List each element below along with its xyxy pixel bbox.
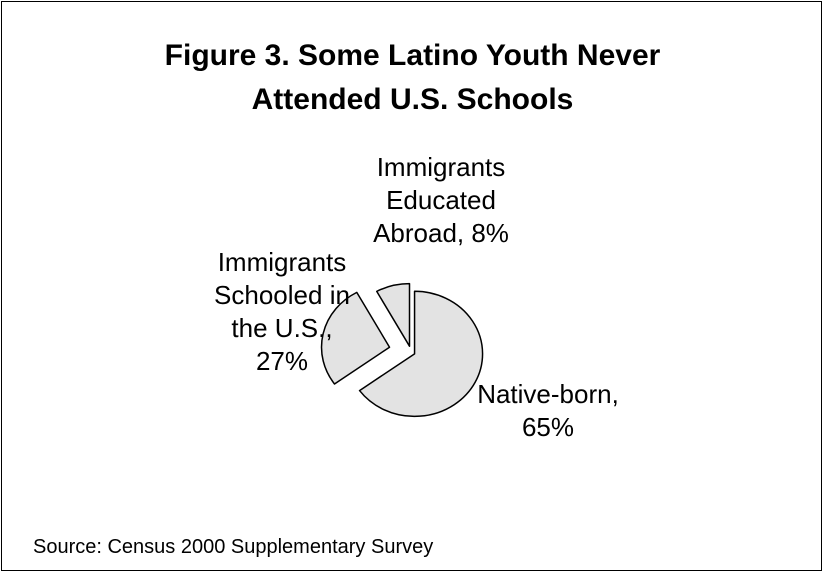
pie-slice-3 [375,282,411,347]
slice-label-3-line-2: Educated [386,185,496,215]
chart-title: Figure 3. Some Latino Youth Never Attend… [0,34,825,122]
slice-label-2-line-3: the U.S., [231,313,332,343]
slice-label-1-line-2: 65% [522,412,574,442]
slice-label-3: Immigrants Educated Abroad, 8% [373,152,509,248]
slice-label-3-line-1: Immigrants [377,152,506,182]
slice-label-2-line-4: 27% [256,346,308,376]
slice-label-1-line-1: Native-born, [477,379,619,409]
pie-slice-2 [320,291,391,385]
slice-label-2-line-2: Schooled in [214,280,350,310]
source-note: Source: Census 2000 Supplementary Survey [33,536,434,558]
chart-title-line-1: Figure 3. Some Latino Youth Never [164,39,661,72]
slice-label-3-line-3: Abroad, 8% [373,218,509,248]
slice-label-2-line-1: Immigrants [218,247,347,277]
chart-title-line-2: Attended U.S. Schools [251,83,574,116]
pie-slice-1 [358,290,484,418]
slice-label-1: Native-born, 65% [477,379,619,442]
slice-label-2: Immigrants Schooled in the U.S., 27% [214,247,350,376]
